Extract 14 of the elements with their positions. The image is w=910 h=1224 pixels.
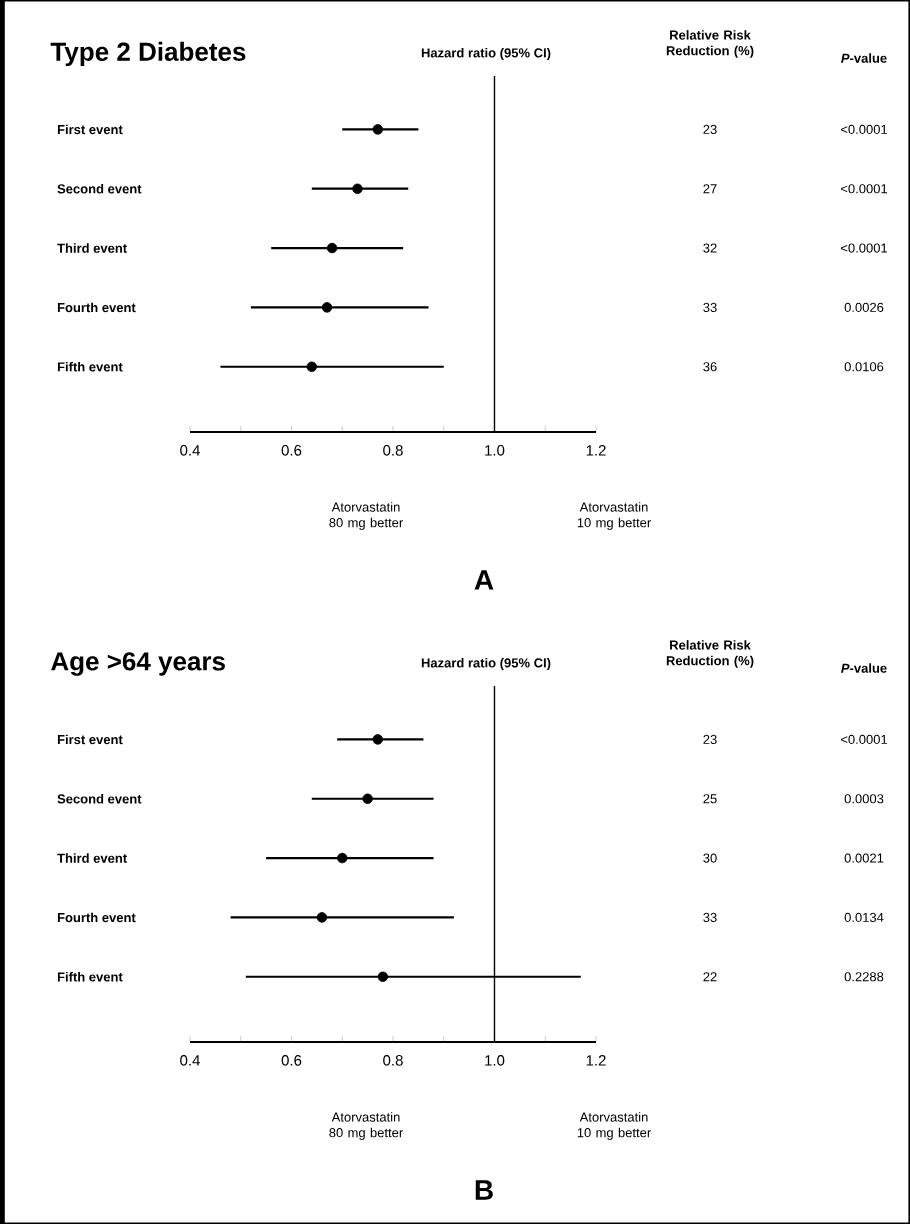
text: B (475, 1180, 493, 1200)
chart-title: Type 2 Diabetes (50, 41, 246, 67)
point (352, 183, 363, 194)
point (362, 793, 373, 804)
point (337, 852, 348, 864)
text: A (474, 570, 494, 590)
chart-title: Age >64 years (51, 652, 225, 676)
point (306, 361, 317, 372)
point (372, 124, 383, 135)
point (321, 302, 333, 313)
point (326, 242, 338, 254)
point (377, 971, 389, 982)
point (316, 912, 328, 923)
point (372, 734, 383, 745)
